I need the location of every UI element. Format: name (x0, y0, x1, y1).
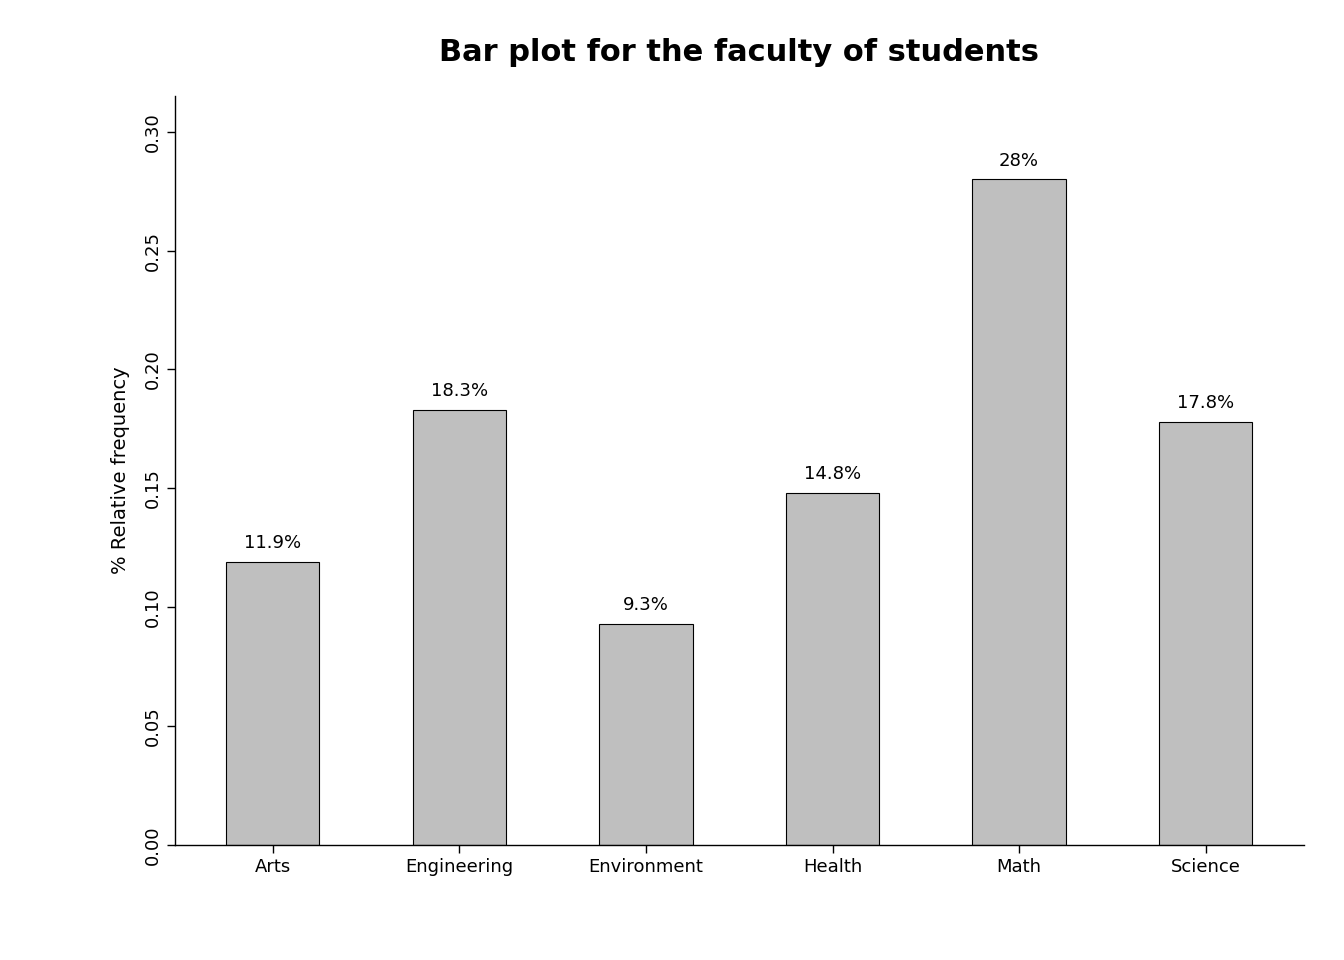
Text: 28%: 28% (999, 152, 1039, 170)
Bar (599, 624, 692, 845)
Bar (786, 493, 879, 845)
Bar (1159, 421, 1253, 845)
Bar (413, 410, 505, 845)
Text: 9.3%: 9.3% (624, 596, 669, 614)
Title: Bar plot for the faculty of students: Bar plot for the faculty of students (439, 38, 1039, 67)
Y-axis label: % Relative frequency: % Relative frequency (110, 367, 129, 574)
Bar (973, 180, 1066, 845)
Text: 18.3%: 18.3% (430, 382, 488, 400)
Text: 11.9%: 11.9% (245, 535, 301, 552)
Text: 14.8%: 14.8% (804, 466, 862, 484)
Bar (226, 562, 320, 845)
Text: 17.8%: 17.8% (1177, 395, 1234, 412)
